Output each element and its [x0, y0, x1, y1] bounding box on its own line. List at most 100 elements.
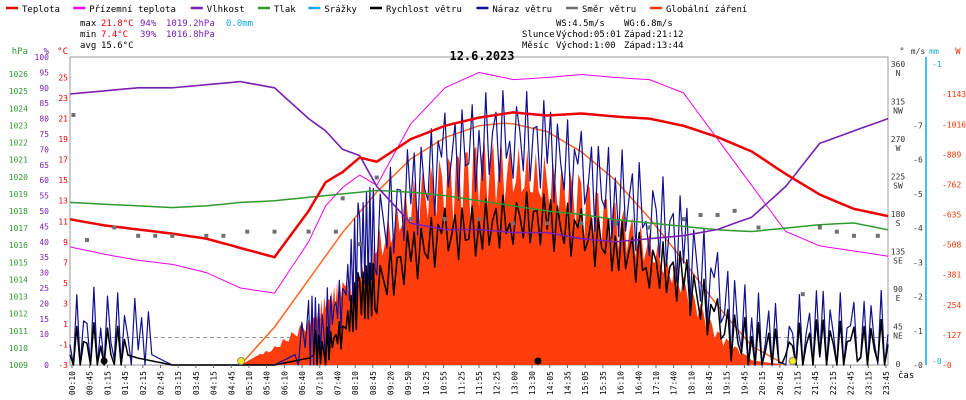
x-tick-label: 16:10	[617, 371, 626, 395]
axis-tick-hpa: 1018	[9, 207, 28, 216]
moonrise-marker	[100, 357, 108, 365]
x-tick-label: 18:45	[705, 371, 714, 395]
x-axis-label: čas	[898, 370, 914, 381]
x-tick-label: 06:10	[280, 371, 289, 395]
axis-tick-hpa: 1016	[9, 241, 28, 250]
axes: 00:10 00:45 01:15 01:45 02:15 02:45 03:15 03:45…	[9, 47, 966, 395]
axis-tick-pct: 10	[39, 330, 49, 339]
sunset-marker	[788, 357, 797, 365]
axis-tick-c: 23	[58, 94, 68, 103]
wind-direction-point	[272, 229, 277, 234]
series-feels_like-line	[69, 71, 889, 294]
x-tick-label: 21:15	[794, 371, 803, 395]
axis-tick-w: -1016	[942, 120, 966, 129]
legend-label-wind_direction: Směr větru	[582, 5, 636, 15]
axis-tick-ms: -4	[913, 224, 923, 233]
axis-tick-hpa: 1024	[9, 104, 28, 113]
axis-dir-label: E	[896, 294, 901, 303]
wind-direction-point	[545, 221, 550, 226]
axis-tick-hpa: 1014	[9, 275, 28, 284]
stat-max-label: max	[80, 19, 97, 29]
series-temperature-line	[69, 111, 889, 259]
moon-rise: Východ:1:00	[556, 41, 616, 51]
x-tick-label: 17:10	[652, 371, 661, 395]
axis-dir-label: N	[896, 69, 901, 78]
x-tick-label: 09:20	[387, 371, 396, 395]
wind-ws: WS:4.5m/s	[556, 19, 605, 29]
axis-tick-w: -1143	[942, 90, 966, 99]
x-tick-label: 04:15	[210, 371, 219, 395]
axis-tick-pct: 20	[39, 299, 49, 308]
axis-tick-w: -635	[942, 211, 961, 220]
axis-tick-c: 25	[58, 74, 68, 83]
moon-set: Západ:13:44	[624, 41, 684, 51]
axis-tick-hpa: 1012	[9, 310, 28, 319]
x-tick-label: 10:25	[422, 371, 431, 395]
legend-label-precipitation: Srážky	[324, 5, 357, 15]
wind-direction-point	[732, 208, 737, 213]
x-tick-label: 07:10	[316, 371, 325, 395]
moonset-marker	[534, 357, 542, 365]
series-wind_speed-line	[69, 191, 889, 366]
plot-area	[69, 56, 889, 366]
axis-tick-hpa: 1020	[9, 173, 28, 182]
x-tick-label: 05:10	[245, 371, 254, 395]
axis-tick-ms: -0	[913, 361, 923, 370]
axis-tick-pct: 40	[39, 238, 49, 247]
wind-direction-point	[511, 221, 516, 226]
stat-min-temp: 7.4°C	[101, 30, 128, 40]
axis-tick-c: 7	[63, 258, 68, 267]
wind-direction-point	[340, 196, 345, 201]
wind-direction-point	[374, 175, 379, 180]
axis-tick-c: 19	[58, 135, 68, 144]
wind-direction-point	[306, 229, 311, 234]
wind-direction-point	[851, 233, 856, 238]
x-tick-label: 23:45	[882, 371, 891, 395]
stat-avg-temp: 15.6°C	[101, 41, 134, 51]
x-tick-label: 09:50	[404, 371, 413, 395]
axis-tick-pct: 70	[39, 145, 49, 154]
wind-wg: WG:6.8m/s	[624, 19, 673, 29]
wind-direction-point	[71, 113, 76, 117]
axis-tick-w: -508	[942, 241, 961, 250]
wind-direction-point	[245, 229, 250, 234]
x-tick-label: 08:10	[351, 371, 360, 395]
axis-tick-c: 21	[58, 115, 68, 124]
wind-direction-point	[715, 213, 720, 217]
axis-tick-dir: 135	[891, 248, 906, 257]
axis-tick-w: -254	[942, 301, 961, 310]
stat-min-hum: 39%	[140, 30, 157, 40]
legend-label-humidity: Vlhkost	[207, 5, 245, 15]
legend-label-pressure: Tlak	[274, 5, 296, 15]
axis-tick-c: 17	[58, 156, 68, 165]
axis-tick-pct: 25	[39, 284, 49, 293]
series-solar-area	[70, 141, 888, 365]
x-tick-label: 19:15	[723, 371, 732, 395]
x-tick-label: 02:15	[139, 371, 148, 395]
stat-min-label: min	[80, 30, 96, 40]
wind-direction-point	[817, 225, 822, 230]
wind-direction-point	[204, 233, 209, 238]
stat-max-temp: 21.8°C	[101, 19, 134, 29]
axis-tick-c: 15	[58, 176, 68, 185]
axis-unit-pct: %	[44, 47, 50, 57]
axis-unit-c: °C	[57, 47, 68, 57]
x-tick-label: 00:10	[68, 371, 77, 395]
axis-tick-c: -3	[58, 361, 68, 370]
axis-tick-pct: 15	[39, 315, 49, 324]
axis-tick-dir: 360	[891, 60, 906, 69]
x-tick-label: 03:45	[192, 371, 201, 395]
series-humidity-line	[69, 80, 889, 243]
axis-tick-hpa: 1013	[9, 293, 28, 302]
axis-tick-pct: 60	[39, 176, 49, 185]
stat-max-rain: 0.0mm	[226, 19, 253, 29]
sun-rise: Východ:05:01	[556, 30, 621, 40]
axis-tick-w: -889	[942, 150, 961, 159]
stat-avg-label: avg	[80, 41, 96, 51]
axis-tick-c: 13	[58, 197, 68, 206]
axis-tick-hpa: 1023	[9, 121, 28, 130]
stat-min-press: 1016.8hPa	[166, 30, 215, 40]
wind-direction-point	[756, 225, 761, 230]
x-tick-label: 01:45	[121, 371, 130, 395]
